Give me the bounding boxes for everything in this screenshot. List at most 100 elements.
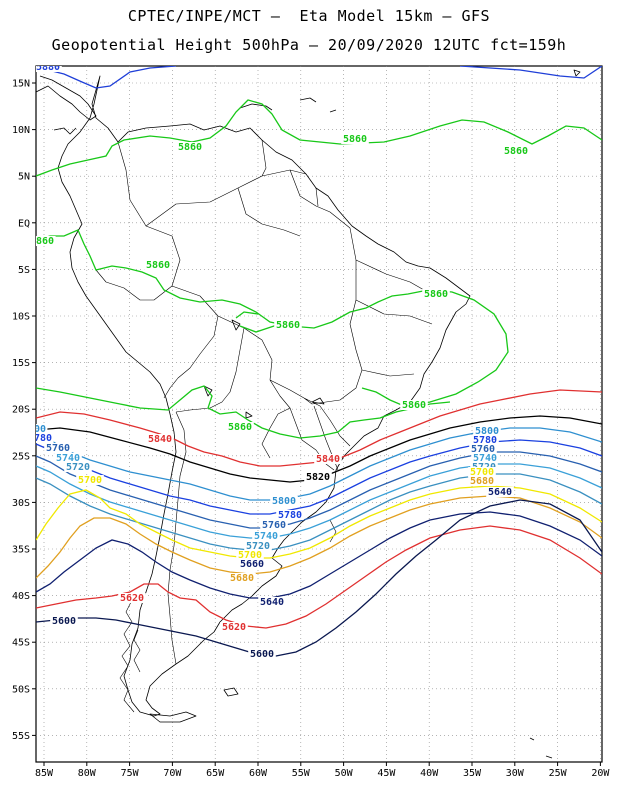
contour-label: 5620 [120, 593, 144, 604]
lat-tick-label: EQ [18, 218, 30, 229]
lat-tick-label: 15S [12, 358, 30, 369]
south-america-coastline [57, 75, 471, 717]
contour-label-bg [304, 472, 332, 482]
contour-label: 780 [34, 433, 52, 444]
contour-label: 5740 [473, 453, 497, 464]
lat-tick-label: 55S [12, 731, 30, 742]
contour-label-bg [252, 531, 280, 541]
central-america-coastline [36, 75, 97, 121]
lat-tick-label: 50S [12, 684, 30, 695]
lat-tick-label: 45S [12, 638, 30, 649]
contour-label-bg [226, 422, 254, 432]
contour-label: 5860 [146, 260, 170, 271]
contour-label-bg [274, 320, 302, 330]
contour-label-bg [270, 496, 298, 506]
contour-label-bg [144, 260, 172, 270]
contour-label: 5880 [36, 62, 60, 73]
lat-tick-label: 40S [12, 591, 30, 602]
contour-label-bg [468, 467, 496, 477]
lon-tick-label: 75W [121, 768, 140, 779]
contour-label-bg [471, 435, 499, 445]
lat-tick-label: 5S [18, 265, 30, 276]
contour-5860-amazon [36, 229, 509, 407]
contour-label-bg [473, 426, 501, 436]
chart-title: CPTEC/INPE/MCT – Eta Model 15km – GFS [127, 7, 491, 25]
contour-label-bg [471, 453, 499, 463]
contour-label-bg [118, 593, 146, 603]
lon-tick-label: 55W [292, 768, 311, 779]
contour-label: 5860 [276, 320, 300, 331]
contour-label-bg [54, 453, 82, 463]
lon-tick-label: 30W [506, 768, 525, 779]
contour-label-bg [258, 597, 286, 607]
contour-label: 5700 [470, 467, 494, 478]
chart-subtitle: Geopotential Height 500hPa – 20/09/2020 … [51, 36, 567, 54]
lon-tick-label: 20W [591, 768, 610, 779]
contour-label: 860 [36, 236, 54, 247]
contour-label-bg [314, 454, 342, 464]
contour-label: 5640 [488, 487, 512, 498]
lon-tick-label: 60W [249, 768, 268, 779]
contour-label-bg [50, 616, 78, 626]
contour-label: 5860 [343, 134, 367, 145]
lon-tick-label: 35W [463, 768, 482, 779]
lon-tick-label: 50W [335, 768, 354, 779]
contour-label-bg [36, 424, 48, 434]
lon-tick-label: 85W [35, 768, 54, 779]
contour-label: 5840 [148, 434, 172, 445]
contour-label-bg [244, 541, 272, 551]
contour-label: 5860 [504, 146, 528, 157]
contour-label-bg [422, 289, 450, 299]
contour-label-bg [36, 433, 54, 443]
contour-label: 5720 [66, 462, 90, 473]
contour-label: 5860 [178, 142, 202, 153]
lon-tick-label: 40W [420, 768, 439, 779]
contour-label: 5800 [475, 426, 499, 437]
contour-label-bg [176, 142, 204, 152]
contour-label-bg [260, 520, 288, 530]
latitude-labels: 15N 10N 5N EQ 5S 10S 15S 20S 25S 30S 35S 40S 45S 50S 5… [12, 79, 36, 742]
contour-label: 5620 [222, 622, 246, 633]
contour-label-bg [236, 550, 264, 560]
contour-label: 5740 [254, 531, 278, 542]
lat-tick-label: 10N [12, 125, 30, 136]
contour-label: 5780 [473, 435, 497, 446]
contour-label-bg [469, 444, 497, 454]
contour-label: 5820 [306, 472, 330, 483]
contour-label-bg [64, 462, 92, 472]
contour-label-bg [36, 236, 56, 246]
contour-label-bg [468, 476, 496, 486]
contour-label-bg [228, 573, 256, 583]
contour-label-bg [238, 559, 266, 569]
contour-label: 5740 [56, 453, 80, 464]
contour-label-bg [400, 400, 428, 410]
lon-tick-label: 45W [377, 768, 396, 779]
plot-frame [35, 65, 603, 763]
contour-label-bg [76, 475, 104, 485]
coastlines-and-borders [36, 69, 581, 759]
contour-label-bg [36, 66, 62, 72]
contour-label: 5660 [240, 559, 264, 570]
lat-tick-label: 10S [12, 312, 30, 323]
contour-label-bg [502, 146, 530, 156]
contour-label: 5780 [278, 510, 302, 521]
contour-label: 5700 [78, 475, 102, 486]
contour-label: 5720 [246, 541, 270, 552]
contour-5860-south [36, 385, 451, 439]
contour-label: 5680 [470, 476, 494, 487]
contour-label: 5860 [228, 422, 252, 433]
contour-label: 5800 [272, 496, 296, 507]
contour-5600 [36, 499, 602, 657]
contour-labels: 5880 5860 5860 5860 860 5860 5860 5860 5860 5860 5… [34, 62, 530, 660]
graticule [36, 66, 602, 762]
contour-label-bg [248, 649, 276, 659]
lat-tick-label: 35S [12, 545, 30, 556]
lat-tick-label: 5N [18, 172, 30, 183]
lat-tick-label: 25S [12, 451, 30, 462]
contour-label: 5760 [262, 520, 286, 531]
contour-label-bg [276, 510, 304, 520]
contour-label-bg [146, 434, 174, 444]
contour-label-bg [44, 443, 72, 453]
contour-label: 5840 [316, 454, 340, 465]
